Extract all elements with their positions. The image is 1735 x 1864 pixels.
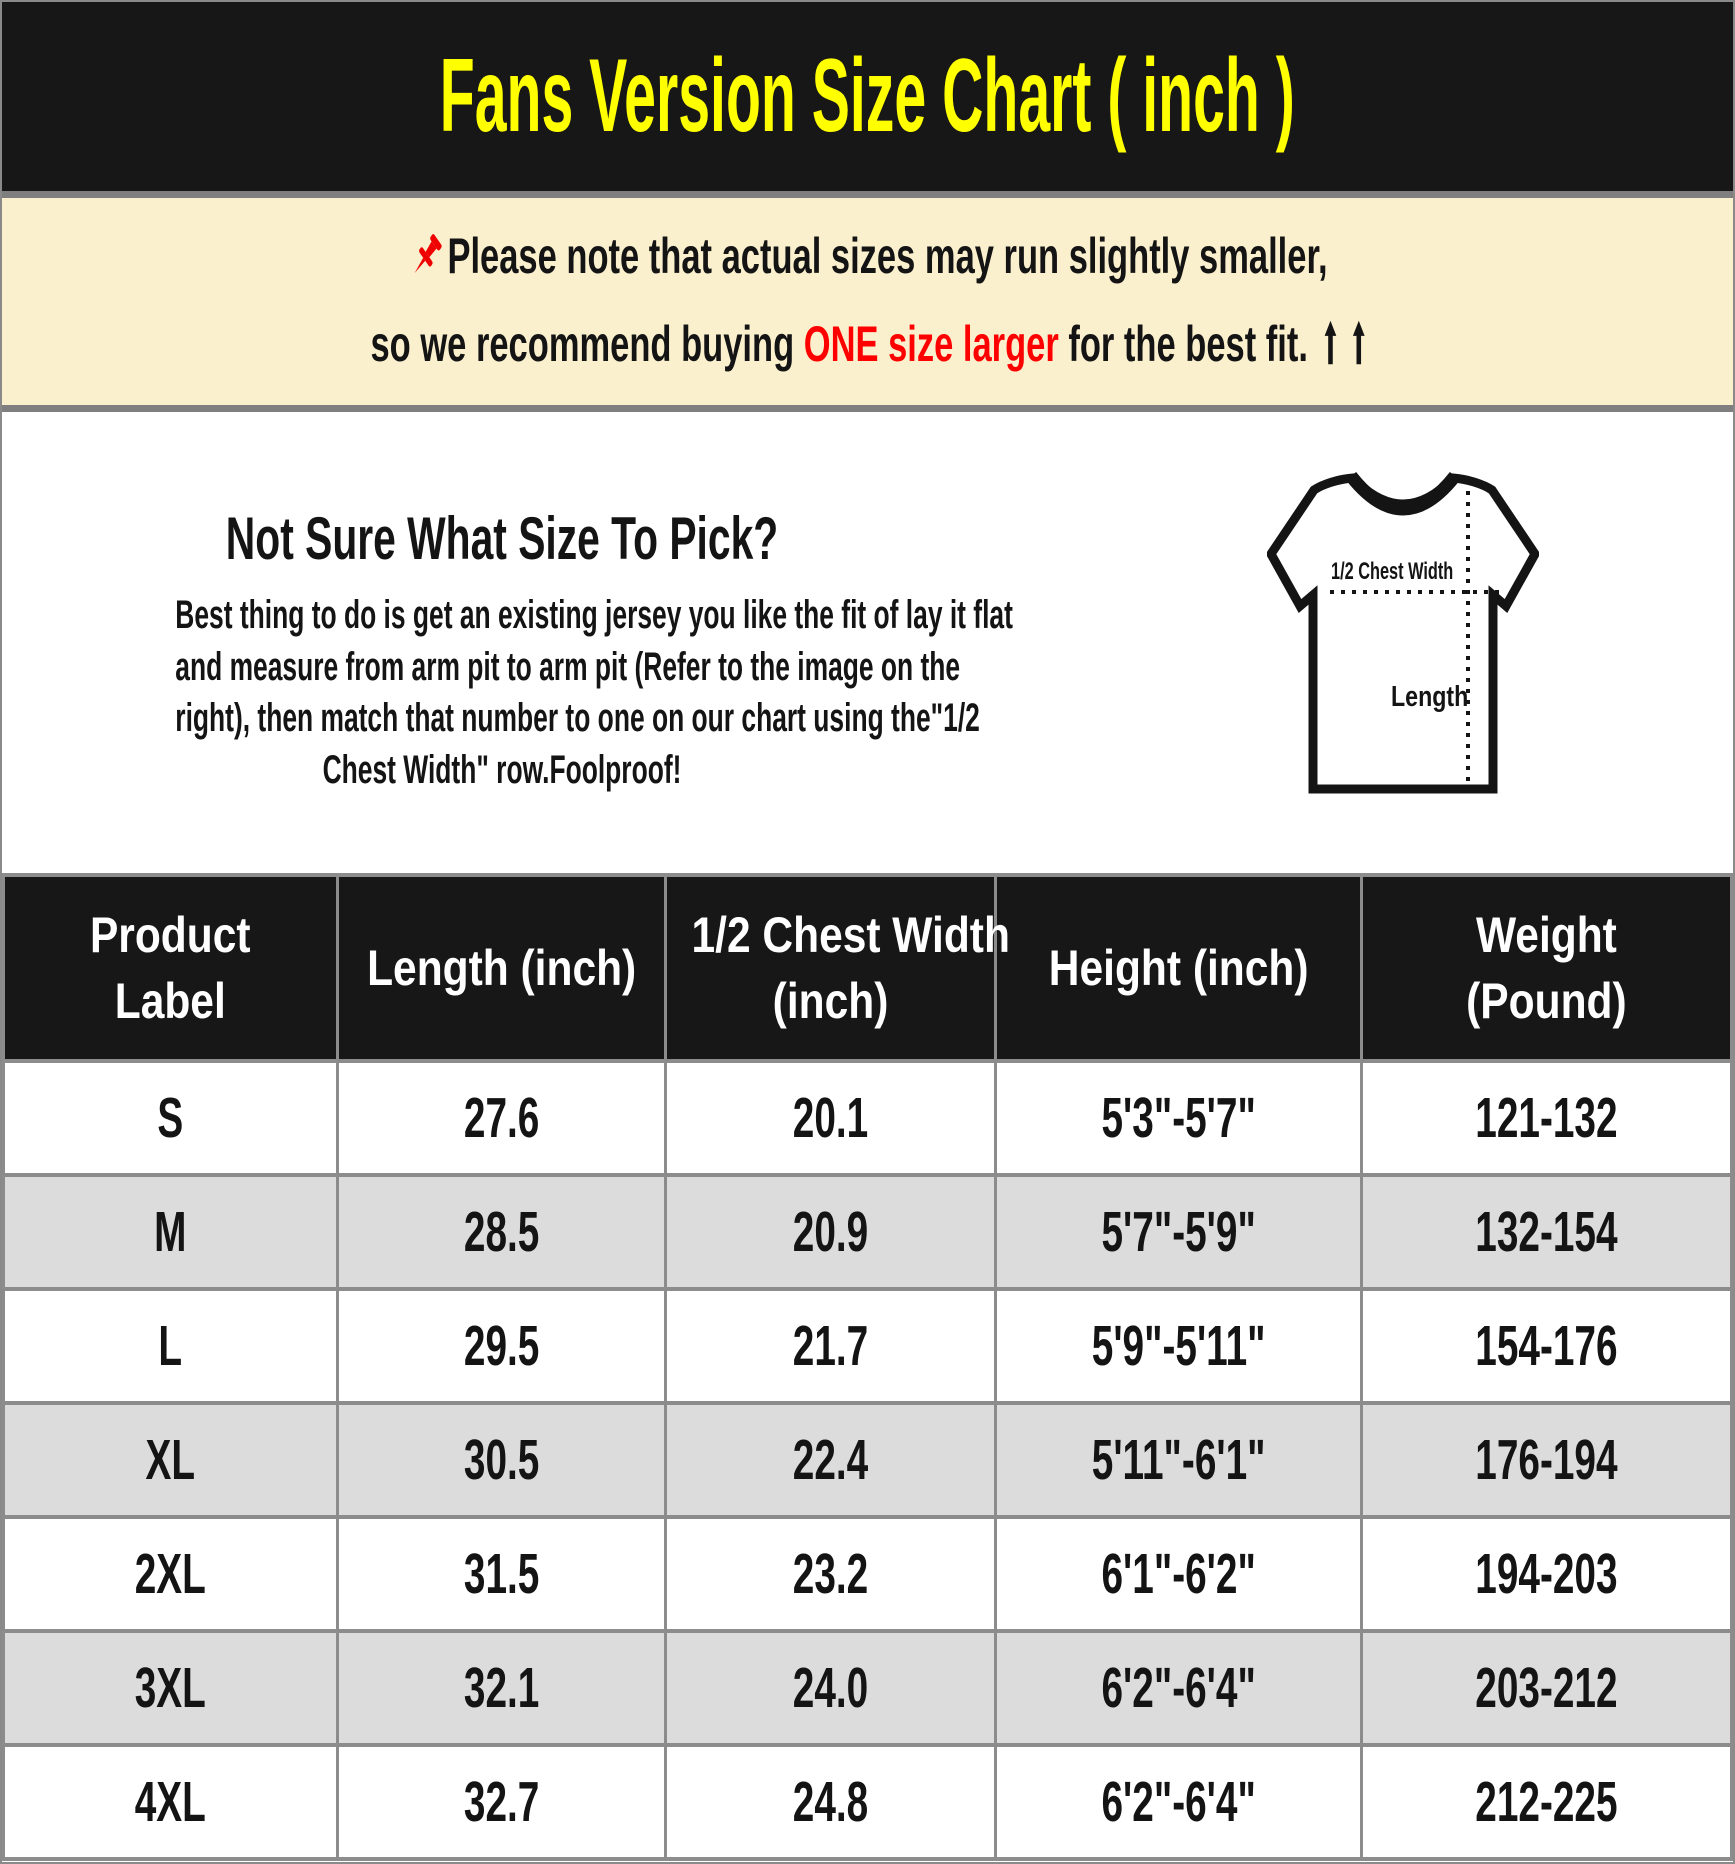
table-cell: M xyxy=(2,1173,339,1291)
up-arrow-icon xyxy=(1352,320,1365,365)
table-row-3xl: 3XL 32.1 24.0 6'2"-6'4" 203-212 xyxy=(2,1629,1733,1747)
table-cell: 5'9"-5'11" xyxy=(993,1287,1364,1405)
up-arrow-icon xyxy=(1324,320,1337,365)
note-line-2: so we recommend buying ONE size larger f… xyxy=(270,313,1464,375)
column-header-height: Height (inch) xyxy=(993,873,1364,1063)
table-cell: 22.4 xyxy=(663,1401,997,1519)
table-cell: 6'1"-6'2" xyxy=(993,1515,1364,1633)
table-cell: 5'11"-6'1" xyxy=(993,1401,1364,1519)
sizing-guide-text: Not Sure What Size To Pick? Best thing t… xyxy=(7,505,1013,796)
table-cell: 23.2 xyxy=(663,1515,997,1633)
column-header-product-label: Product Label xyxy=(2,873,339,1063)
table-cell: 6'2"-6'4" xyxy=(993,1629,1364,1747)
table-cell: 154-176 xyxy=(1360,1287,1733,1405)
length-label: Length xyxy=(1391,679,1468,712)
table-row-m: M 28.5 20.9 5'7"-5'9" 132-154 xyxy=(2,1173,1733,1291)
table-row-l: L 29.5 21.7 5'9"-5'11" 154-176 xyxy=(2,1287,1733,1405)
guide-body-line: and measure from arm pit to arm pit (Ref… xyxy=(175,644,961,689)
table-cell: 28.5 xyxy=(335,1173,667,1291)
page-title: Fans Version Size Chart ( inch ) xyxy=(439,38,1296,154)
table-cell: 29.5 xyxy=(335,1287,667,1405)
note-text-2-prefix: so we recommend buying xyxy=(370,316,804,372)
pushpin-icon xyxy=(414,234,442,274)
table-row-4xl: 4XL 32.7 24.8 6'2"-6'4" 212-225 xyxy=(2,1743,1733,1861)
section-divider xyxy=(2,191,1733,198)
table-cell: 203-212 xyxy=(1360,1629,1733,1747)
table-cell: 24.8 xyxy=(663,1743,997,1861)
table-cell: S xyxy=(2,1059,339,1177)
table-header-row: Product Label Length (inch) 1/2 Chest Wid… xyxy=(2,873,1733,1063)
table-cell: 30.5 xyxy=(335,1401,667,1519)
sizing-guide-section: Not Sure What Size To Pick? Best thing t… xyxy=(2,412,1733,873)
title-banner: Fans Version Size Chart ( inch ) xyxy=(2,2,1733,191)
table-cell: 5'7"-5'9" xyxy=(993,1173,1364,1291)
chest-width-label: 1/2 Chest Width xyxy=(1331,558,1453,585)
table-cell: 27.6 xyxy=(335,1059,667,1177)
tshirt-outline xyxy=(1267,473,1539,794)
table-cell: 132-154 xyxy=(1360,1173,1733,1291)
table-cell: 21.7 xyxy=(663,1287,997,1405)
tshirt-collar xyxy=(1345,471,1461,516)
table-row-2xl: 2XL 31.5 23.2 6'1"-6'2" 194-203 xyxy=(2,1515,1733,1633)
table-cell: 6'2"-6'4" xyxy=(993,1743,1364,1861)
guide-body-line: Chest Width" row.Foolproof! xyxy=(322,747,682,792)
table-row-xl: XL 30.5 22.4 5'11"-6'1" 176-194 xyxy=(2,1401,1733,1519)
tshirt-diagram: 1/2 Chest Width Length xyxy=(1267,466,1539,800)
note-line-1: Please note that actual sizes may run sl… xyxy=(270,225,1464,287)
guide-heading: Not Sure What Size To Pick? xyxy=(225,505,779,572)
table-cell: 121-132 xyxy=(1360,1059,1733,1177)
table-cell: 20.1 xyxy=(663,1059,997,1177)
table-cell: 4XL xyxy=(2,1743,339,1861)
note-text-2-highlight: ONE size larger xyxy=(803,316,1059,372)
table-cell: 32.1 xyxy=(335,1629,667,1747)
column-header-length: Length (inch) xyxy=(335,873,667,1063)
table-cell: 31.5 xyxy=(335,1515,667,1633)
section-divider xyxy=(2,405,1733,412)
table-cell: 5'3"-5'7" xyxy=(993,1059,1364,1177)
note-text-2-suffix: for the best fit. xyxy=(1058,316,1308,372)
note-banner: Please note that actual sizes may run sl… xyxy=(2,198,1733,405)
table-cell: 194-203 xyxy=(1360,1515,1733,1633)
size-table: Product Label Length (inch) 1/2 Chest Wid… xyxy=(2,873,1733,1861)
table-cell: 212-225 xyxy=(1360,1743,1733,1861)
table-cell: 24.0 xyxy=(663,1629,997,1747)
table-row-s: S 27.6 20.1 5'3"-5'7" 121-132 xyxy=(2,1059,1733,1177)
guide-body-line: Best thing to do is get an existing jers… xyxy=(175,593,1013,637)
table-cell: 20.9 xyxy=(663,1173,997,1291)
table-cell: XL xyxy=(2,1401,339,1519)
note-text-1: Please note that actual sizes may run sl… xyxy=(447,228,1328,284)
table-cell: L xyxy=(2,1287,339,1405)
table-cell: 3XL xyxy=(2,1629,339,1747)
column-header-chest-width: 1/2 Chest Width (inch) xyxy=(663,873,1010,1063)
column-header-weight: Weight (Pound) xyxy=(1360,873,1733,1063)
table-cell: 2XL xyxy=(2,1515,339,1633)
table-cell: 176-194 xyxy=(1360,1401,1733,1519)
guide-body-line: right), then match that number to one on… xyxy=(175,696,980,740)
table-cell: 32.7 xyxy=(335,1743,667,1861)
